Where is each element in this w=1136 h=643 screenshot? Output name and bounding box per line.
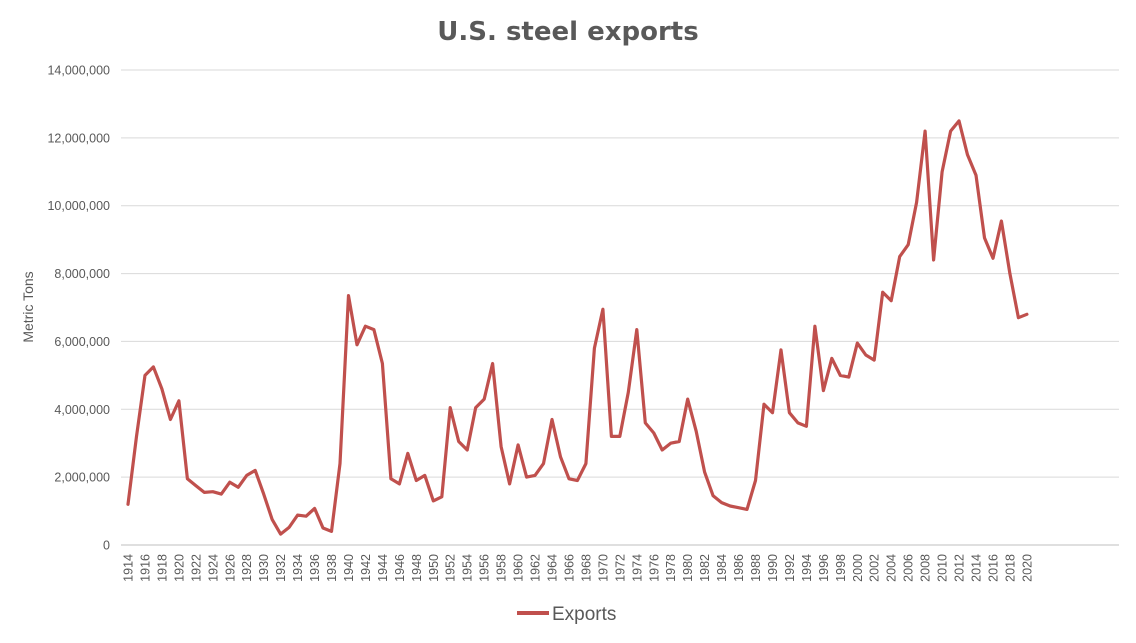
x-tick-label: 2018 xyxy=(1003,554,1017,582)
x-tick-label: 1970 xyxy=(596,554,610,582)
x-tick-label: 1976 xyxy=(647,554,661,582)
x-tick-label: 1948 xyxy=(410,554,424,582)
x-tick-label: 2012 xyxy=(953,554,967,582)
x-tick-label: 1982 xyxy=(698,554,712,582)
x-tick-label: 1954 xyxy=(461,554,475,582)
x-tick-label: 1924 xyxy=(206,554,220,582)
x-tick-label: 1980 xyxy=(681,554,695,582)
x-tick-label: 1930 xyxy=(257,554,271,582)
x-tick-label: 1992 xyxy=(783,554,797,582)
x-tick-label: 2004 xyxy=(885,554,899,582)
x-tick-label: 1936 xyxy=(308,554,322,582)
y-axis-label: Metric Tons xyxy=(20,271,36,342)
x-tick-label: 1916 xyxy=(138,554,152,582)
x-tick-label: 1960 xyxy=(512,554,526,582)
x-tick-label: 2010 xyxy=(936,554,950,582)
x-tick-label: 1952 xyxy=(444,554,458,582)
series-line-exports xyxy=(126,119,1029,536)
x-tick-label: 1988 xyxy=(749,554,763,582)
x-tick-label: 2000 xyxy=(851,554,865,582)
x-tick-label: 2014 xyxy=(970,554,984,582)
x-tick-label: 1950 xyxy=(427,554,441,582)
legend: Exports xyxy=(517,604,616,625)
y-tick-label: 8,000,000 xyxy=(54,267,110,281)
x-tick-label: 1928 xyxy=(240,554,254,582)
x-tick-label: 2002 xyxy=(868,554,882,582)
x-tick-label: 1968 xyxy=(579,554,593,582)
x-tick-label: 1958 xyxy=(495,554,509,582)
x-tick-label: 1978 xyxy=(664,554,678,582)
chart-title: U.S. steel exports xyxy=(437,17,698,47)
x-tick-label: 1962 xyxy=(529,554,543,582)
y-tick-label: 4,000,000 xyxy=(54,403,110,417)
x-tick-label: 1944 xyxy=(376,554,390,582)
x-tick-label: 1994 xyxy=(800,554,814,582)
x-tick-label: 1920 xyxy=(172,554,186,582)
x-tick-label: 1966 xyxy=(562,554,576,582)
x-tick-label: 1964 xyxy=(546,554,560,582)
y-tick-label: 6,000,000 xyxy=(54,335,110,349)
x-tick-label: 1990 xyxy=(766,554,780,582)
y-tick-label: 14,000,000 xyxy=(47,64,110,78)
x-tick-label: 2008 xyxy=(919,554,933,582)
x-tick-label: 2020 xyxy=(1020,554,1034,582)
x-tick-label: 1956 xyxy=(478,554,492,582)
x-tick-label: 1984 xyxy=(715,554,729,582)
y-tick-label: 0 xyxy=(103,539,110,553)
x-tick-label: 2016 xyxy=(986,554,1000,582)
x-axis-ticks: 1914 1916 1918 1920 1922 1924 1926 1928 1930 1932… xyxy=(122,554,1035,582)
x-tick-label: 1926 xyxy=(223,554,237,582)
gridlines xyxy=(121,69,1119,546)
x-tick-label: 1942 xyxy=(359,554,373,582)
x-tick-label: 1938 xyxy=(325,554,339,582)
y-tick-label: 2,000,000 xyxy=(54,471,110,485)
x-tick-label: 2006 xyxy=(902,554,916,582)
y-tick-label: 10,000,000 xyxy=(47,199,110,213)
y-tick-label: 12,000,000 xyxy=(47,131,110,145)
series-layer xyxy=(126,119,1029,536)
x-tick-label: 1940 xyxy=(342,554,356,582)
x-tick-label: 1996 xyxy=(817,554,831,582)
x-tick-label: 1914 xyxy=(122,554,136,582)
legend-label-exports: Exports xyxy=(552,604,616,625)
x-tick-label: 1974 xyxy=(630,554,644,582)
x-tick-label: 1934 xyxy=(291,554,305,582)
x-tick-label: 1922 xyxy=(189,554,203,582)
x-tick-label: 1932 xyxy=(274,554,288,582)
x-tick-label: 1972 xyxy=(613,554,627,582)
x-tick-label: 1918 xyxy=(155,554,169,582)
y-axis-ticks: 0 2,000,000 4,000,000 6,000,000 8,000,000 10,… xyxy=(47,64,110,553)
x-tick-label: 1986 xyxy=(732,554,746,582)
x-tick-label: 1998 xyxy=(834,554,848,582)
x-tick-label: 1946 xyxy=(393,554,407,582)
